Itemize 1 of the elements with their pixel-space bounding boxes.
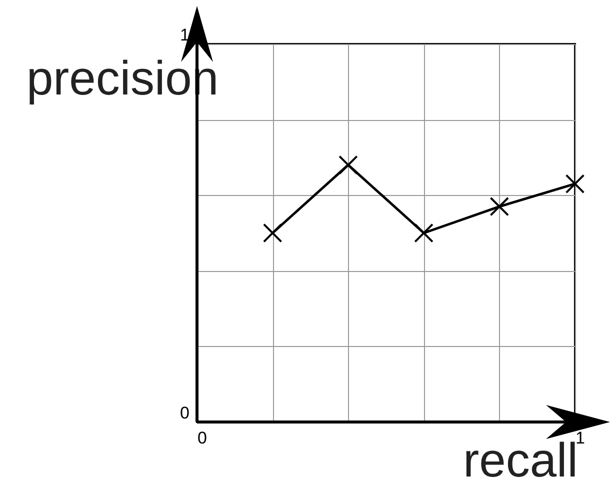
x-axis-title: recall bbox=[463, 434, 578, 488]
